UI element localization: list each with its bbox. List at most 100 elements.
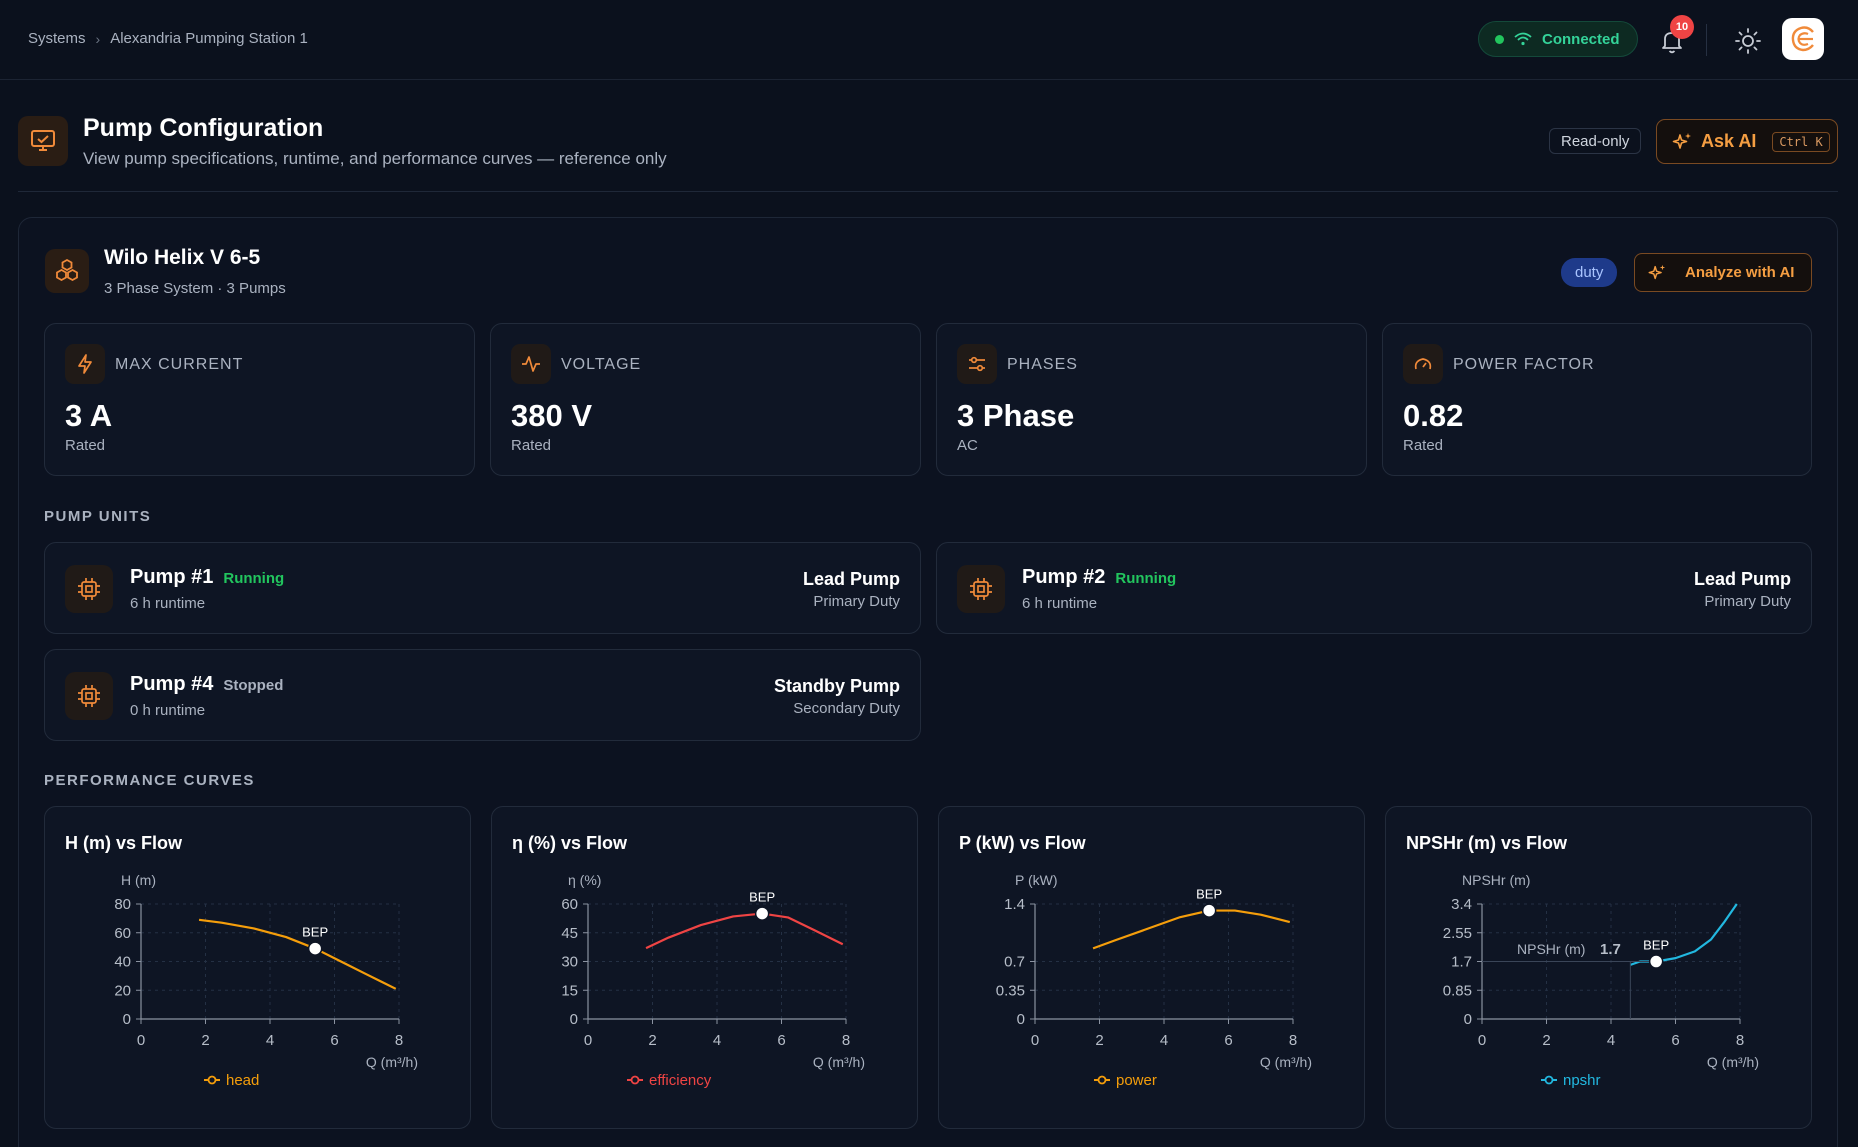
status-dot (1495, 34, 1504, 44)
y-tick-label: 30 (561, 954, 578, 971)
legend-label: head (226, 1072, 259, 1089)
readonly-badge: Read-only (1549, 128, 1642, 154)
activity-icon (511, 344, 551, 384)
x-tick-label: 0 (1478, 1032, 1486, 1049)
pump-unit-duty: Secondary Duty (793, 700, 900, 717)
x-tick-label: 0 (584, 1032, 592, 1049)
x-tick-label: 6 (1224, 1032, 1232, 1049)
sparkles-icon (1648, 264, 1666, 279)
x-tick-label: 0 (1031, 1032, 1039, 1049)
bep-label: BEP (749, 890, 775, 905)
page-title: Pump Configuration (83, 114, 324, 142)
pump-unit-name: Pump #2 Running (1022, 566, 1177, 588)
analyze-ai-button[interactable]: Analyze with AI (1634, 253, 1812, 292)
y-axis-label: P (kW) (1015, 872, 1058, 888)
avatar[interactable] (1782, 18, 1824, 60)
x-tick-label: 8 (1736, 1032, 1744, 1049)
y-tick-label: 0 (123, 1011, 131, 1028)
chart-npshr: 0 0.85 1.7 2.55 3.4 0 2 4 6 8 NPSHr (m) Q (m³/h) NPS… (1443, 872, 1759, 1089)
sparkles-icon (1672, 132, 1691, 149)
legend-item: power (1094, 1072, 1157, 1089)
chevron-right-icon: › (95, 30, 101, 47)
breadcrumb: Systems › Alexandria Pumping Station 1 (28, 30, 308, 47)
stat-label: MAX CURRENT (115, 356, 244, 373)
y-tick-label: 40 (114, 954, 131, 971)
shortcut-key: Ctrl K (1772, 131, 1830, 152)
chart-head: 0 20 40 60 80 0 2 4 6 8 H (m) Q (m³/h) BEP head (114, 872, 418, 1089)
pump-subtitle: 3 Phase System · 3 Pumps (104, 280, 286, 297)
x-tick-label: 4 (1607, 1032, 1615, 1049)
legend-item: head (204, 1072, 259, 1089)
x-tick-label: 2 (201, 1032, 209, 1049)
pump-unit-card[interactable]: Pump #4 Stopped 0 h runtime Standby Pump … (44, 649, 921, 741)
stat-label: VOLTAGE (561, 356, 642, 373)
series-line-efficiency (645, 912, 844, 950)
tooltip-value: 1.7 (1600, 941, 1621, 958)
stat-sub: AC (957, 437, 978, 454)
legend-swatch-dot (1544, 1075, 1554, 1085)
lightning-icon (65, 344, 105, 384)
y-tick-label: 3.4 (1451, 896, 1472, 913)
chart-efficiency: 0 15 30 45 60 0 2 4 6 8 η (%) Q (m³/h) BEP efficiency (561, 872, 865, 1089)
y-tick-label: 60 (114, 925, 131, 942)
stat-label: PHASES (1007, 356, 1078, 373)
stat-sub: Rated (65, 437, 106, 454)
ask-ai-button[interactable]: Ask AI Ctrl K (1656, 119, 1838, 164)
pump-unit-duty: Primary Duty (813, 593, 900, 610)
hexagons-icon (45, 249, 89, 293)
stat-value: 3 A (65, 398, 113, 433)
monitor-icon (18, 116, 68, 166)
theme-toggle[interactable] (1731, 24, 1765, 58)
gauge-icon (1403, 344, 1443, 384)
x-tick-label: 4 (266, 1032, 274, 1049)
x-axis-label: Q (m³/h) (1260, 1054, 1312, 1070)
pump-unit-runtime: 6 h runtime (1022, 595, 1098, 612)
pump-unit-card[interactable]: Pump #1 Running 6 h runtime Lead Pump Pri… (44, 542, 921, 634)
y-tick-label: 0.85 (1443, 982, 1472, 999)
stat-card-max-current: MAX CURRENT 3 A Rated (44, 323, 475, 476)
legend-label: npshr (1563, 1072, 1601, 1089)
section-title-performance-curves: PERFORMANCE CURVES (44, 772, 255, 789)
chart-card-head: H (m) vs Flow 0 20 40 60 80 0 2 4 6 8 H (m) Q (m³/h… (44, 806, 471, 1129)
breadcrumb-root[interactable]: Systems (28, 30, 86, 47)
x-tick-label: 6 (1671, 1032, 1679, 1049)
pump-unit-card[interactable]: Pump #2 Running 6 h runtime Lead Pump Pri… (936, 542, 1812, 634)
page-subtitle: View pump specifications, runtime, and p… (83, 149, 667, 168)
legend-swatch-dot (630, 1075, 640, 1085)
x-axis-label: Q (m³/h) (813, 1054, 865, 1070)
y-axis-label: NPSHr (m) (1462, 872, 1530, 888)
y-tick-label: 0.35 (996, 982, 1025, 999)
bep-label: BEP (302, 925, 328, 940)
pump-unit-role: Standby Pump (773, 676, 900, 696)
x-tick-label: 0 (137, 1032, 145, 1049)
x-tick-label: 2 (1542, 1032, 1550, 1049)
chart-card-npshr: NPSHr (m) vs Flow 0 0.85 1.7 2.55 3.4 0 2 4 6 8 NP… (1385, 806, 1812, 1129)
legend-swatch-dot (207, 1075, 217, 1085)
y-tick-label: 1.4 (1004, 896, 1025, 913)
y-tick-label: 20 (114, 982, 131, 999)
pump-unit-role: Lead Pump (1693, 569, 1791, 589)
y-tick-label: 80 (114, 896, 131, 913)
chart-title: η (%) vs Flow (512, 833, 628, 853)
stat-card-voltage: VOLTAGE 380 V Rated (490, 323, 921, 476)
pump-unit-status: Stopped (223, 677, 284, 694)
wifi-icon (1514, 32, 1532, 46)
bep-marker (307, 941, 323, 956)
y-axis-label: η (%) (568, 872, 601, 888)
chart-card-power: P (kW) vs Flow 0 0.35 0.7 1.4 0 2 4 6 8 P (kW) Q (… (938, 806, 1365, 1129)
chip-icon (65, 672, 113, 720)
sun-icon (1735, 28, 1761, 54)
x-tick-label: 6 (330, 1032, 338, 1049)
y-tick-label: 0 (1464, 1011, 1472, 1028)
chart-title: P (kW) vs Flow (959, 833, 1086, 853)
pump-unit-role: Lead Pump (802, 569, 900, 589)
legend-label: efficiency (649, 1072, 712, 1089)
y-tick-label: 45 (561, 925, 578, 942)
x-tick-label: 2 (1095, 1032, 1103, 1049)
stat-sub: Rated (511, 437, 552, 454)
series-line-npshr (1629, 903, 1738, 966)
stat-value: 380 V (511, 398, 593, 433)
chart-title: NPSHr (m) vs Flow (1406, 833, 1568, 853)
bep-label: BEP (1196, 887, 1222, 902)
pump-unit-runtime: 6 h runtime (130, 595, 206, 612)
